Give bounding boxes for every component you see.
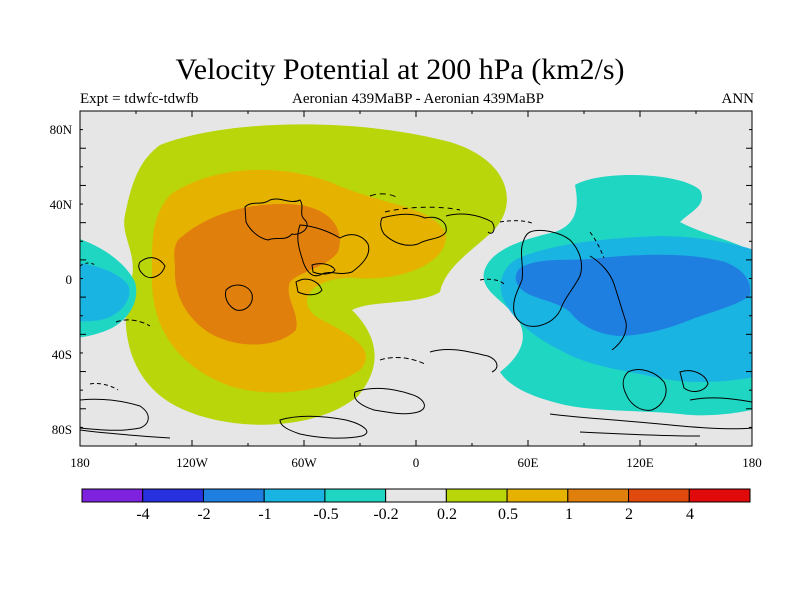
colorbar-swatch	[506, 488, 569, 503]
colorbar-swatch	[385, 488, 447, 503]
negative-contour-1	[515, 254, 751, 336]
lon-label-180-west: 180	[70, 455, 90, 470]
lon-label-60e: 60E	[517, 455, 539, 470]
colorbar-swatch	[324, 488, 387, 503]
lat-label-80n: 80N	[49, 122, 72, 137]
colorbar-label: -4	[136, 506, 150, 523]
coastlines	[80, 193, 752, 439]
colorbar-label: -0.5	[313, 506, 339, 523]
season-label: ANN	[721, 91, 755, 107]
period-label: Aeronian 439MaBP - Aeronian 439MaBP	[292, 91, 544, 107]
colorbar-swatch	[628, 488, 690, 503]
lat-label-40n: 40N	[49, 197, 72, 212]
lon-label-120w: 120W	[176, 455, 208, 470]
colorbar-swatch	[202, 488, 265, 503]
chart-title: Velocity Potential at 200 hPa (km2/s)	[175, 53, 625, 86]
negative-contour-0-5-west	[80, 263, 130, 322]
colorbar-swatch	[81, 488, 144, 503]
colorbar-swatch	[142, 488, 204, 503]
colorbar-swatch	[445, 488, 508, 503]
lat-label-40s: 40S	[51, 347, 72, 362]
positive-contour-1	[174, 204, 340, 345]
lon-label-120e: 120E	[626, 455, 654, 470]
colorbar-label: -1	[258, 506, 272, 523]
colorbar	[81, 488, 751, 503]
lon-label-0: 0	[412, 455, 420, 470]
colorbar-swatch	[263, 488, 326, 503]
lat-label-equator: 0	[65, 272, 73, 287]
colorbar-label: -0.2	[373, 506, 399, 523]
lon-label-60w: 60W	[291, 455, 317, 470]
lat-label-80s: 80S	[51, 422, 72, 437]
colorbar-swatch	[688, 488, 751, 503]
experiment-label: Expt = tdwfc-tdwfb	[80, 91, 199, 107]
colorbar-swatch	[567, 488, 630, 503]
colorbar-label: 0.2	[437, 506, 457, 523]
colorbar-label: -2	[197, 506, 211, 523]
colorbar-label: 0.5	[498, 506, 518, 523]
lon-label-180-east: 180	[742, 455, 762, 470]
colorbar-label: 4	[686, 506, 694, 523]
velocity-potential-field	[80, 111, 752, 446]
axis-ticks	[79, 110, 753, 447]
colorbar-label: 1	[565, 506, 573, 523]
colorbar-label: 2	[625, 506, 633, 523]
